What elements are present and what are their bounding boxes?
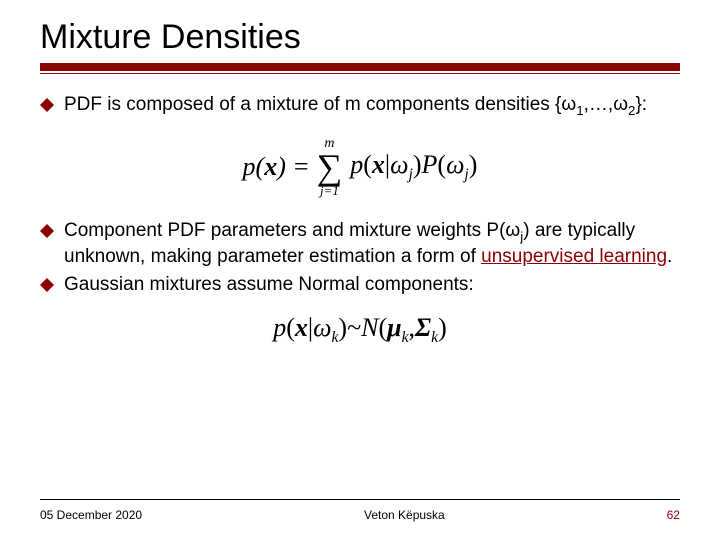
sum-lower-limit: j=1 xyxy=(320,184,339,197)
footer-author: Veton Këpuska xyxy=(364,508,445,522)
equals-sign: = xyxy=(294,152,309,182)
content-area: PDF is composed of a mixture of m compon… xyxy=(40,93,680,347)
subscript: k xyxy=(402,329,409,346)
title-underline xyxy=(40,63,680,75)
thin-rule xyxy=(40,73,680,74)
sigma-icon: ∑ xyxy=(317,151,343,183)
slide: Mixture Densities PDF is composed of a m… xyxy=(0,0,720,540)
summation-symbol: m ∑ j=1 xyxy=(317,137,343,196)
formula-gaussian-component: p(x|ωk)~N(μk,Σk) xyxy=(40,313,680,347)
footer-page-number: 62 xyxy=(667,508,680,522)
footer-row: 05 December 2020 Veton Këpuska 62 xyxy=(40,508,680,522)
text-run: p xyxy=(243,152,256,181)
text-run: PDF is composed of a mixture of m compon… xyxy=(64,94,561,115)
text-run: . xyxy=(667,246,672,267)
formula-mixture-density: p(x) = m ∑ j=1 p(x|ωj)P(ωj) xyxy=(40,137,680,196)
emphasized-term: unsupervised learning xyxy=(481,246,667,267)
diamond-bullet-icon xyxy=(40,278,54,297)
bullet-text: Gaussian mixtures assume Normal componen… xyxy=(64,273,680,297)
subscript: 1 xyxy=(576,103,583,118)
diamond-bullet-icon xyxy=(40,98,54,117)
bullet-text: Component PDF parameters and mixture wei… xyxy=(64,219,680,269)
diamond-bullet-icon xyxy=(40,224,54,243)
formula-lhs: p(x) xyxy=(243,152,286,182)
omega-symbol: ω xyxy=(561,94,576,115)
footer-rule xyxy=(40,499,680,500)
bullet-item: PDF is composed of a mixture of m compon… xyxy=(40,93,680,119)
slide-footer: 05 December 2020 Veton Këpuska 62 xyxy=(40,499,680,522)
formula-rhs: p(x|ωj)P(ωj) xyxy=(350,150,477,184)
text-run: Component PDF parameters and mixture wei… xyxy=(64,220,505,241)
text-run: }: xyxy=(635,94,647,115)
thick-rule xyxy=(40,63,680,71)
omega-symbol: ω xyxy=(505,220,520,241)
bullet-text: PDF is composed of a mixture of m compon… xyxy=(64,93,680,119)
slide-title: Mixture Densities xyxy=(40,18,680,57)
footer-date: 05 December 2020 xyxy=(40,508,142,522)
text-run: ,…, xyxy=(584,94,614,115)
bullet-item: Component PDF parameters and mixture wei… xyxy=(40,219,680,269)
omega-symbol: ω xyxy=(613,94,628,115)
bullet-item: Gaussian mixtures assume Normal componen… xyxy=(40,273,680,297)
